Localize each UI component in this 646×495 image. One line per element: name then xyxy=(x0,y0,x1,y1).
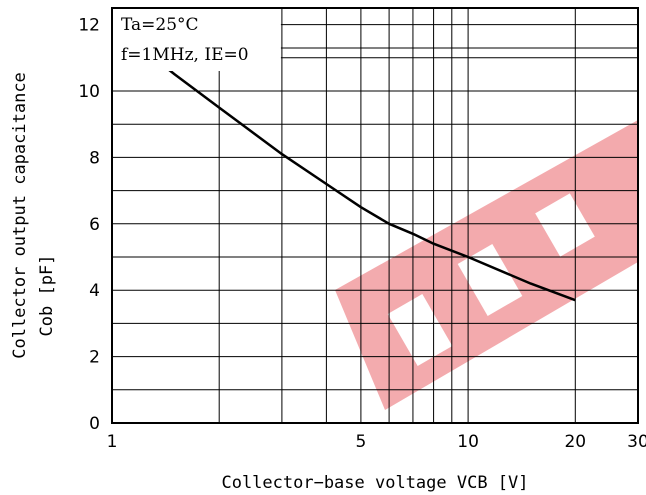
y-axis-label-line2: Cob [pF] xyxy=(37,255,57,337)
y-tick-label: 8 xyxy=(89,148,100,168)
plot-frame xyxy=(111,7,639,424)
annotation-box xyxy=(113,9,281,71)
x-axis-label: Collector−base voltage VCB [V] xyxy=(221,473,528,493)
series-group xyxy=(111,23,576,302)
y-axis-label-line1: Collector output capacitance xyxy=(10,72,30,359)
grid-lines xyxy=(112,8,639,423)
watermark-cutout-3 xyxy=(535,193,595,257)
y-tick-label: 12 xyxy=(78,16,100,36)
series-line-0 xyxy=(111,23,576,302)
x-tick-labels: 1 5 10 20 30 xyxy=(107,432,646,452)
y-tick-label: 4 xyxy=(89,281,100,301)
y-tick-label: 6 xyxy=(89,215,100,235)
x-tick-label: 20 xyxy=(564,432,586,452)
x-tick-label: 30 xyxy=(627,432,646,452)
y-tick-label: 2 xyxy=(89,348,100,368)
watermark-cutout-2 xyxy=(457,244,523,316)
y-tick-label: 0 xyxy=(89,414,100,434)
x-tick-label: 10 xyxy=(457,432,479,452)
watermark-cutout-1 xyxy=(387,294,453,366)
y-tick-label: 10 xyxy=(78,82,100,102)
x-tick-label: 5 xyxy=(355,432,366,452)
annotation-conditions: f=1MHz, IE=0 xyxy=(121,45,249,65)
y-tick-labels: 0 2 4 6 8 10 12 xyxy=(78,16,100,434)
x-tick-label: 1 xyxy=(107,432,118,452)
annotation-temperature: Ta=25°C xyxy=(121,15,199,35)
